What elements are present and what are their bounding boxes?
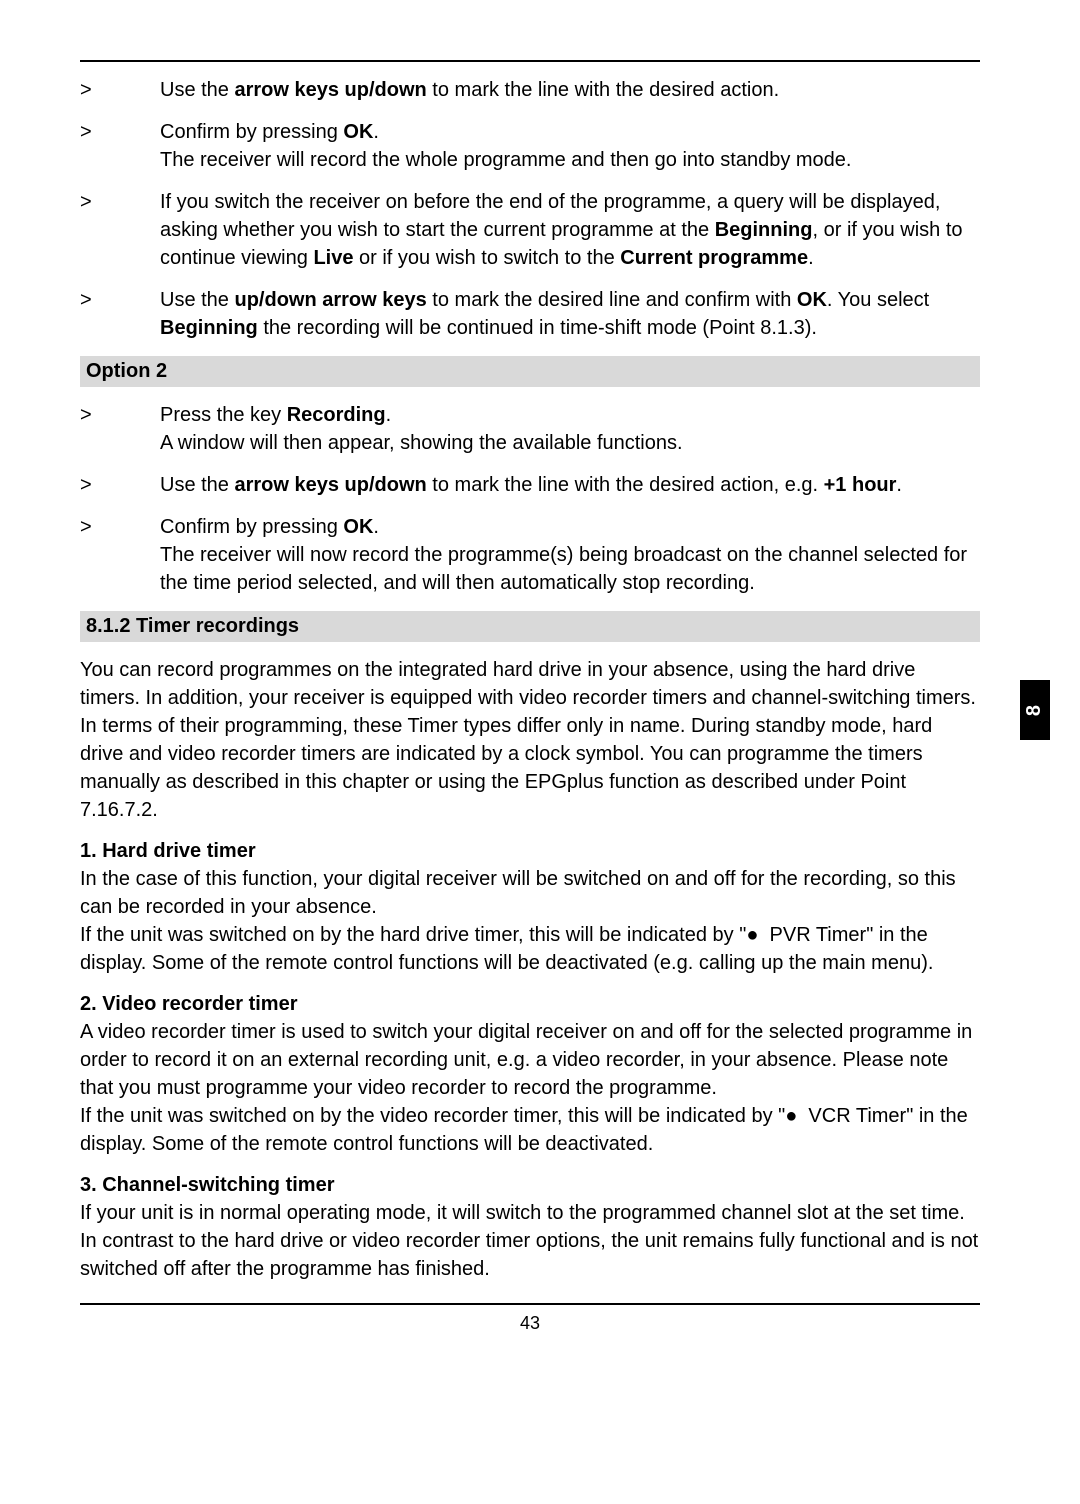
section-option2: Option 2 (80, 356, 980, 387)
bullet-text: Confirm by pressing OK.The receiver will… (160, 118, 980, 174)
sub3-heading: 3. Channel-switching timer (80, 1174, 980, 1197)
bullet-text: Press the key Recording.A window will th… (160, 401, 980, 457)
page-content: >Use the arrow keys up/down to mark the … (0, 0, 1080, 1374)
sub3-para: If your unit is in normal operating mode… (80, 1199, 980, 1283)
sub1-heading: 1. Hard drive timer (80, 840, 980, 863)
bullet-marker: > (80, 401, 160, 457)
bullet-marker: > (80, 188, 160, 272)
bullet-item: >Use the arrow keys up/down to mark the … (80, 76, 980, 104)
bullet-item: >Use the arrow keys up/down to mark the … (80, 471, 980, 499)
bullet-marker: > (80, 118, 160, 174)
bullet-marker: > (80, 513, 160, 597)
bullet-marker: > (80, 286, 160, 342)
para-812: You can record programmes on the integra… (80, 656, 980, 824)
bullet-text: Use the arrow keys up/down to mark the l… (160, 76, 980, 104)
bullet-item: >Press the key Recording.A window will t… (80, 401, 980, 457)
page-number: 43 (80, 1313, 980, 1334)
bullet-item: >Use the up/down arrow keys to mark the … (80, 286, 980, 342)
sub2-heading: 2. Video recorder timer (80, 993, 980, 1016)
bullet-item: >If you switch the receiver on before th… (80, 188, 980, 272)
section-812: 8.1.2 Timer recordings (80, 611, 980, 642)
bullet-marker: > (80, 76, 160, 104)
bullet-text: Use the up/down arrow keys to mark the d… (160, 286, 980, 342)
top-rule (80, 60, 980, 62)
sub1-para: In the case of this function, your digit… (80, 865, 980, 977)
sub2-para: A video recorder timer is used to switch… (80, 1018, 980, 1158)
bullet-item: >Confirm by pressing OK.The receiver wil… (80, 513, 980, 597)
bullet-text: If you switch the receiver on before the… (160, 188, 980, 272)
bullet-item: >Confirm by pressing OK.The receiver wil… (80, 118, 980, 174)
bottom-rule (80, 1303, 980, 1305)
bullet-marker: > (80, 471, 160, 499)
bullet-text: Confirm by pressing OK.The receiver will… (160, 513, 980, 597)
bullet-text: Use the arrow keys up/down to mark the l… (160, 471, 980, 499)
